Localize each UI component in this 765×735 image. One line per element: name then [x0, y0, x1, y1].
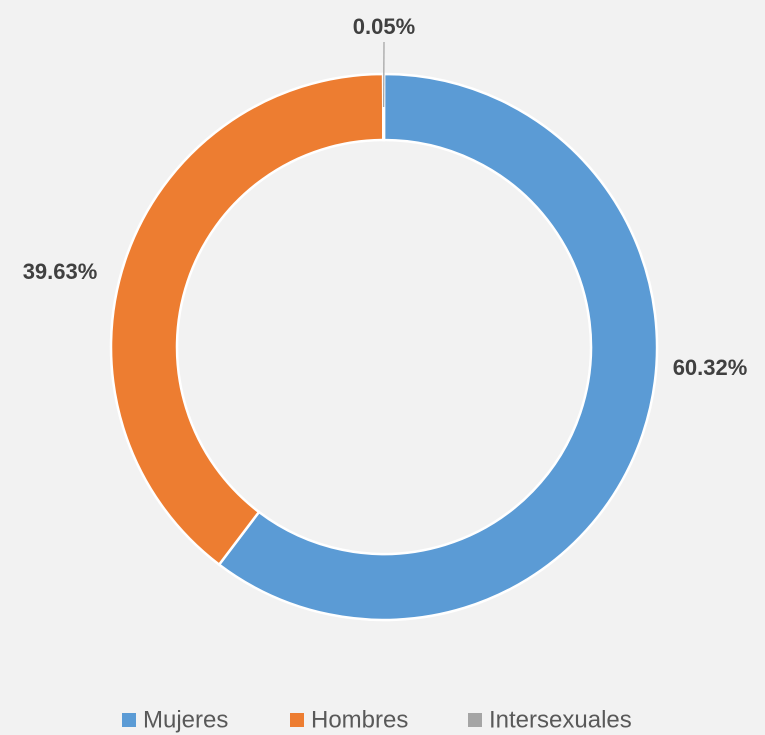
donut-slice [217, 72, 659, 622]
data-label: 0.05% [353, 14, 415, 39]
donut-slice [109, 72, 385, 567]
legend-label: Intersexuales [489, 706, 632, 733]
legend-swatch [122, 713, 136, 727]
legend-label: Mujeres [143, 706, 228, 733]
data-label: 39.63% [23, 259, 98, 284]
legend-swatch [468, 713, 482, 727]
legend-label: Hombres [311, 706, 408, 733]
data-label: 60.32% [673, 355, 748, 380]
legend-swatch [290, 713, 304, 727]
